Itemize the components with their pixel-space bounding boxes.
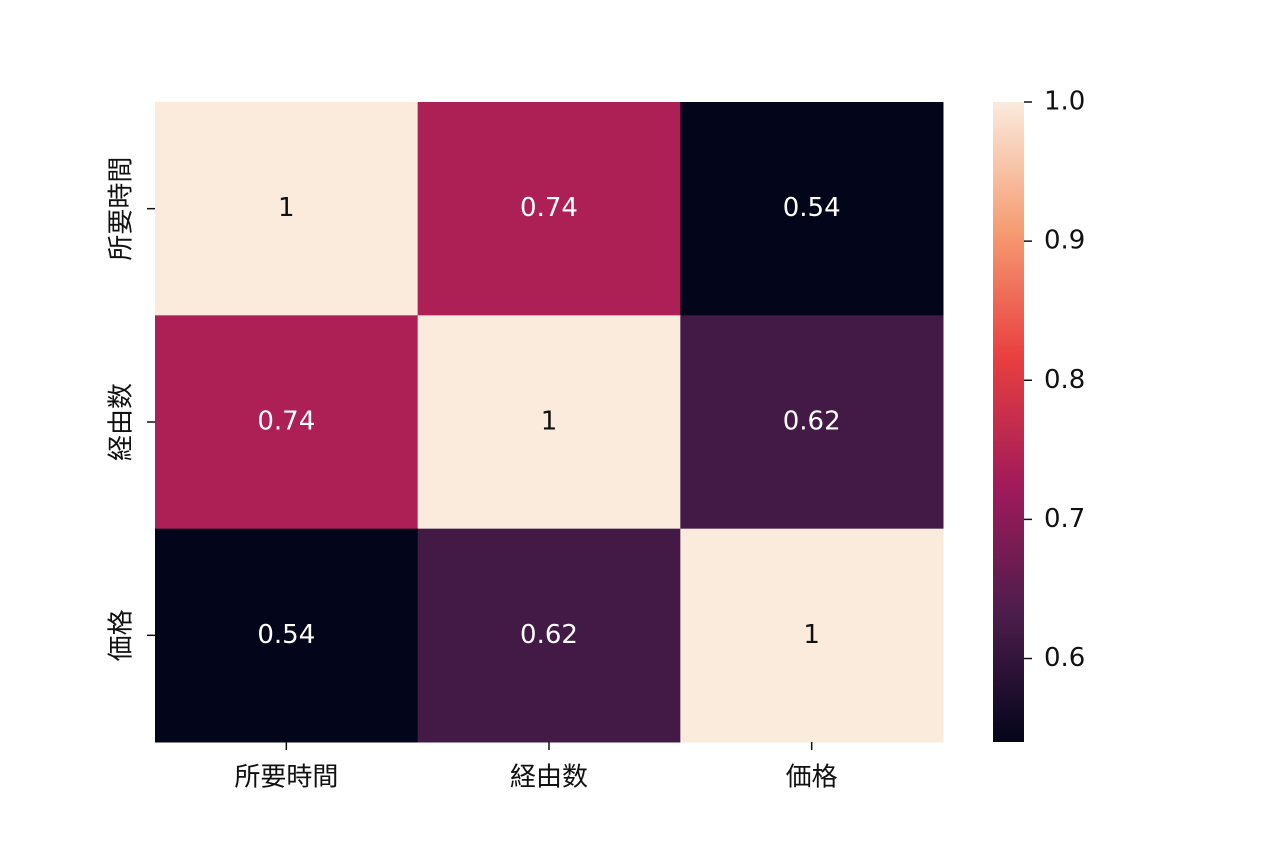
heatmap-cell <box>155 315 419 530</box>
cell-label: 1 <box>541 407 558 437</box>
heatmap-cell <box>417 315 681 530</box>
y-tick-label: 価格 <box>107 609 137 661</box>
x-tick-label: 経由数 <box>510 763 588 793</box>
cell-label: 0.62 <box>783 407 841 437</box>
cell-label: 0.54 <box>257 620 315 650</box>
x-tick-label: 所要時間 <box>234 763 338 793</box>
heatmap-cell <box>417 528 681 743</box>
heatmap-cell <box>155 102 419 316</box>
cell-label: 0.74 <box>257 407 315 437</box>
cell-label: 0.74 <box>520 193 578 223</box>
colorbar-tick-label: 0.7 <box>1044 504 1085 534</box>
cell-label: 0.62 <box>520 620 578 650</box>
heatmap-cell <box>155 528 419 743</box>
cell-label: 1 <box>803 620 820 650</box>
colorbar <box>993 102 1024 742</box>
heatmap-cell <box>680 102 944 316</box>
heatmap-cell <box>680 315 944 530</box>
colorbar-tick-label: 0.6 <box>1044 643 1085 673</box>
heatmap-cell <box>417 102 681 316</box>
y-tick-label: 所要時間 <box>107 157 137 261</box>
x-tick-label: 価格 <box>786 763 838 793</box>
colorbar-tick-label: 1.0 <box>1044 87 1085 117</box>
y-tick-label: 経由数 <box>107 383 137 461</box>
colorbar-tick-label: 0.9 <box>1044 226 1085 256</box>
colorbar-tick-label: 0.8 <box>1044 365 1085 395</box>
cell-label: 0.54 <box>783 193 841 223</box>
cell-label: 1 <box>278 193 295 223</box>
heatmap-cell <box>680 528 944 743</box>
